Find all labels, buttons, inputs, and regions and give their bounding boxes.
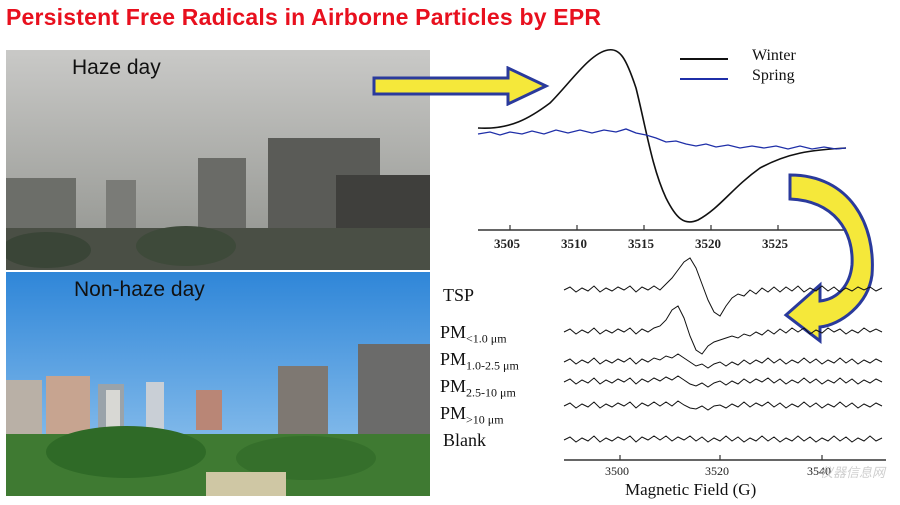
blank-trace [563,435,883,443]
non-haze-day-photo: Non-haze day [6,272,430,496]
haze-day-photo: Haze day [6,50,430,270]
tsp-trace [563,257,883,317]
row-label-pm-1-2.5: PM1.0-2.5 μm [440,349,519,373]
bottom-x-tick: 3540 [807,464,831,478]
figure-title: Persistent Free Radicals in Airborne Par… [6,4,602,30]
bottom-x-tick: 3500 [605,464,629,478]
curved-arrow-icon [783,173,874,345]
spring-trace [477,128,847,150]
top-x-tick: 3520 [695,236,721,251]
row-label-pm-gt-10: PM>10 μm [440,403,504,427]
pm-1-2.5-trace [563,353,883,369]
legend-spring-label: Spring [752,67,795,84]
legend-winter-label: Winter [752,47,796,64]
top-x-tick: 3505 [494,236,520,251]
legend-winter-swatch [680,58,728,60]
bottom-x-axis-title: Magnetic Field (G) [625,480,757,499]
right-arrow-icon [372,66,550,106]
non-haze-day-label: Non-haze day [74,278,205,301]
watermark: 仪器信息网 [820,465,886,480]
pm-2.5-10-trace [563,375,883,388]
top-x-tick: 3515 [628,236,654,251]
pm-lt-1-trace [563,305,883,355]
winter-trace [477,49,847,223]
top-x-tick: 3510 [561,236,587,251]
row-label-pm-2.5-10: PM2.5-10 μm [440,376,516,400]
row-label-blank: Blank [443,430,486,450]
legend-spring-swatch [680,78,728,80]
row-label-pm-lt-1: PM<1.0 μm [440,322,507,346]
bottom-epr-spectra [563,257,886,461]
top-x-tick: 3525 [762,236,788,251]
top-epr-spectrum [477,49,854,231]
row-label-tsp: TSP [443,285,475,305]
pm-gt-10-trace [563,400,883,411]
bottom-x-tick: 3520 [705,464,729,478]
haze-day-label: Haze day [72,56,161,79]
